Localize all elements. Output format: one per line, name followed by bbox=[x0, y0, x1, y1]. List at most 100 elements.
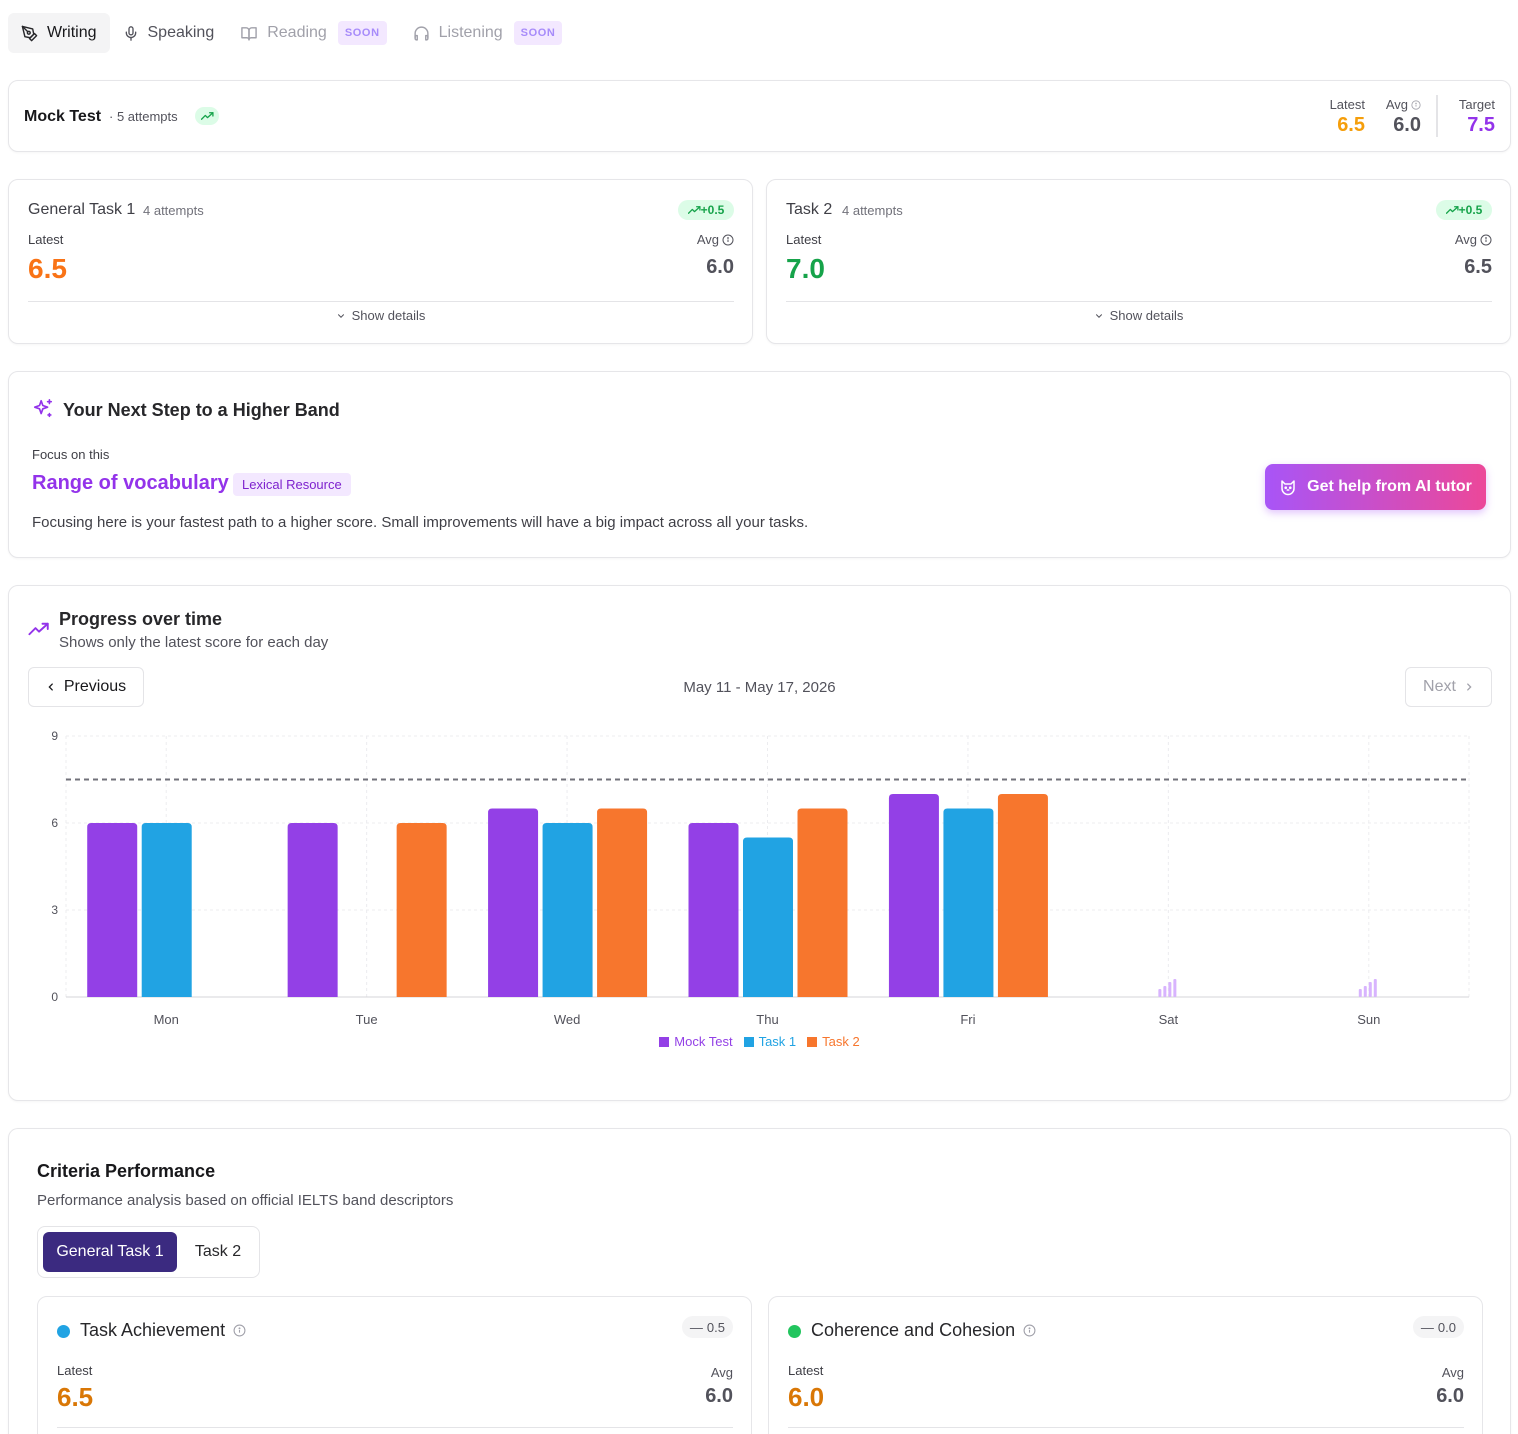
soon-badge: SOON bbox=[513, 21, 563, 45]
microphone-icon bbox=[125, 25, 136, 41]
latest-value: 6.5 bbox=[1337, 114, 1365, 136]
avg-label-text: Avg bbox=[1385, 97, 1408, 112]
task-title: Task 2 bbox=[786, 201, 833, 218]
x-tick-label: Sun bbox=[1357, 1012, 1380, 1027]
delta-value: 0.5 bbox=[706, 1319, 725, 1335]
criterion-card-coherence: Coherence and Cohesion —0.0 Latest 6.0 A… bbox=[768, 1296, 1483, 1434]
no-data-icon bbox=[1373, 979, 1377, 997]
tab-reading[interactable]: Reading SOON bbox=[227, 13, 399, 53]
legend-label: Task 1 bbox=[758, 1034, 797, 1049]
bar-task-2-tue bbox=[396, 823, 447, 997]
y-tick-label: 9 bbox=[51, 729, 58, 743]
no-data-icon bbox=[1158, 989, 1162, 997]
mock-test-attempts: · 5 attempts bbox=[109, 109, 178, 124]
chevron-down-icon bbox=[337, 313, 344, 318]
chart-legend: Mock Test Task 1 Task 2 bbox=[9, 1034, 1510, 1049]
bar-mock-test-fri bbox=[888, 794, 939, 997]
criteria-card: Criteria Performance Performance analysi… bbox=[8, 1128, 1511, 1434]
divider bbox=[786, 301, 1492, 302]
criterion-dot bbox=[788, 1325, 801, 1338]
avg-label: Avg bbox=[1441, 1365, 1464, 1380]
latest-label: Latest bbox=[788, 1363, 824, 1378]
avg-label: Avg bbox=[1379, 97, 1421, 112]
tab-speaking[interactable]: Speaking bbox=[110, 13, 228, 53]
criterion-name-text: Task Achievement bbox=[80, 1320, 226, 1340]
legend-swatch bbox=[659, 1036, 670, 1047]
skill-tabs: Writing Speaking Reading SOON Listening … bbox=[8, 13, 575, 53]
mock-latest-stat: Latest 6.5 bbox=[1315, 97, 1365, 137]
latest-value: 6.0 bbox=[788, 1382, 825, 1412]
ai-tutor-button[interactable]: Get help from AI tutor bbox=[1265, 464, 1486, 510]
tab-label: Writing bbox=[47, 24, 97, 41]
avg-label: Avg bbox=[1455, 232, 1492, 247]
trend-value: +0.5 bbox=[700, 203, 725, 217]
task-title: General Task 1 bbox=[28, 201, 136, 218]
previous-label: Previous bbox=[63, 678, 127, 695]
progress-subtitle: Shows only the latest score for each day bbox=[59, 634, 329, 651]
task-attempts: 4 attempts bbox=[842, 203, 903, 218]
show-details-button[interactable]: Show details bbox=[9, 308, 752, 323]
target-label: Target bbox=[1458, 97, 1495, 112]
criterion-tag: Lexical Resource bbox=[233, 473, 351, 496]
avg-value: 6.5 bbox=[1464, 256, 1492, 278]
tab-listening[interactable]: Listening SOON bbox=[400, 13, 576, 53]
show-details-label: Show details bbox=[351, 308, 426, 323]
bar-mock-test-thu bbox=[688, 823, 739, 997]
trend-up-icon bbox=[28, 622, 49, 636]
legend-item[interactable]: Task 1 bbox=[743, 1034, 797, 1049]
previous-week-button[interactable]: Previous bbox=[28, 667, 144, 707]
x-tick-label: Wed bbox=[554, 1012, 581, 1027]
divider bbox=[28, 301, 734, 302]
show-details-label: Show details bbox=[1109, 308, 1184, 323]
focus-label: Focus on this bbox=[32, 447, 110, 462]
progress-chart: 0 3 6 9 Mon Tue Wed Thu Fri Sat Sun bbox=[51, 729, 1470, 1027]
avg-label: Avg bbox=[710, 1365, 733, 1380]
x-tick-label: Tue bbox=[356, 1012, 378, 1027]
general-task-1-card: General Task 1 4 attempts +0.5 Latest 6.… bbox=[8, 179, 753, 344]
mock-avg-stat: Avg 6.0 bbox=[1379, 97, 1421, 137]
chevron-right-icon bbox=[1467, 683, 1472, 691]
info-icon[interactable] bbox=[1023, 1324, 1036, 1337]
criterion-name: Coherence and Cohesion bbox=[811, 1320, 1036, 1341]
trend-value: +0.5 bbox=[1458, 203, 1483, 217]
divider bbox=[1436, 95, 1438, 137]
task-attempts: 4 attempts bbox=[143, 203, 204, 218]
legend-label: Task 2 bbox=[822, 1034, 860, 1049]
ai-tutor-label: Get help from AI tutor bbox=[1307, 478, 1472, 495]
trend-up-badge bbox=[195, 107, 219, 125]
progress-card: Progress over time Shows only the latest… bbox=[8, 585, 1511, 1101]
bar-task-2-fri bbox=[997, 794, 1048, 997]
legend-item[interactable]: Task 2 bbox=[807, 1034, 860, 1049]
bar-mock-test-tue bbox=[287, 823, 338, 997]
no-data-icon bbox=[1363, 986, 1367, 997]
avg-value: 6.0 bbox=[1393, 114, 1421, 136]
tab-writing[interactable]: Writing bbox=[8, 13, 110, 53]
chevron-down-icon bbox=[1095, 313, 1102, 318]
x-tick-label: Thu bbox=[756, 1012, 778, 1027]
info-icon[interactable] bbox=[1411, 99, 1421, 110]
next-week-button[interactable]: Next bbox=[1405, 667, 1492, 707]
latest-label: Latest bbox=[786, 232, 822, 247]
tab-general-task-1[interactable]: General Task 1 bbox=[43, 1232, 177, 1272]
soon-badge: SOON bbox=[337, 21, 387, 45]
divider bbox=[57, 1427, 733, 1428]
y-tick-label: 0 bbox=[51, 990, 58, 1004]
tab-task-2[interactable]: Task 2 bbox=[194, 1243, 242, 1260]
bar-mock-test-mon bbox=[87, 823, 138, 997]
divider bbox=[788, 1427, 1464, 1428]
bar-task-1-wed bbox=[542, 823, 593, 997]
dash-icon: — bbox=[689, 1319, 703, 1335]
bar-task-1-fri bbox=[943, 808, 994, 997]
info-icon[interactable] bbox=[722, 234, 734, 246]
show-details-button[interactable]: Show details bbox=[767, 308, 1510, 323]
latest-value: 6.5 bbox=[57, 1382, 94, 1412]
trend-up-icon bbox=[687, 206, 701, 214]
legend-item[interactable]: Mock Test bbox=[659, 1034, 733, 1049]
x-tick-label: Sat bbox=[1159, 1012, 1179, 1027]
book-icon bbox=[241, 26, 258, 41]
mock-target-stat: Target 7.5 bbox=[1449, 97, 1495, 137]
sparkles-icon bbox=[33, 399, 53, 418]
avg-label-text: Avg bbox=[1454, 232, 1477, 247]
info-icon[interactable] bbox=[233, 1324, 246, 1337]
info-icon[interactable] bbox=[1480, 234, 1492, 246]
